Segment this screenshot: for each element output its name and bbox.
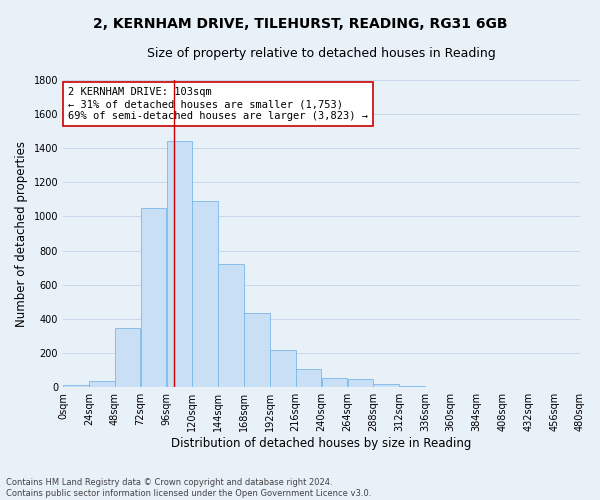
Bar <box>322 378 347 388</box>
Bar <box>63 385 89 388</box>
X-axis label: Distribution of detached houses by size in Reading: Distribution of detached houses by size … <box>172 437 472 450</box>
Bar <box>141 208 166 388</box>
Text: Contains HM Land Registry data © Crown copyright and database right 2024.
Contai: Contains HM Land Registry data © Crown c… <box>6 478 371 498</box>
Text: 2 KERNHAM DRIVE: 103sqm
← 31% of detached houses are smaller (1,753)
69% of semi: 2 KERNHAM DRIVE: 103sqm ← 31% of detache… <box>68 88 368 120</box>
Text: 2, KERNHAM DRIVE, TILEHURST, READING, RG31 6GB: 2, KERNHAM DRIVE, TILEHURST, READING, RG… <box>93 18 507 32</box>
Bar <box>270 350 296 388</box>
Bar <box>296 370 322 388</box>
Bar <box>115 328 140 388</box>
Bar <box>89 382 115 388</box>
Bar <box>399 386 425 388</box>
Y-axis label: Number of detached properties: Number of detached properties <box>15 140 28 326</box>
Title: Size of property relative to detached houses in Reading: Size of property relative to detached ho… <box>147 48 496 60</box>
Bar <box>218 264 244 388</box>
Bar <box>193 201 218 388</box>
Bar <box>373 384 399 388</box>
Bar <box>244 313 269 388</box>
Bar <box>167 141 192 388</box>
Bar <box>347 379 373 388</box>
